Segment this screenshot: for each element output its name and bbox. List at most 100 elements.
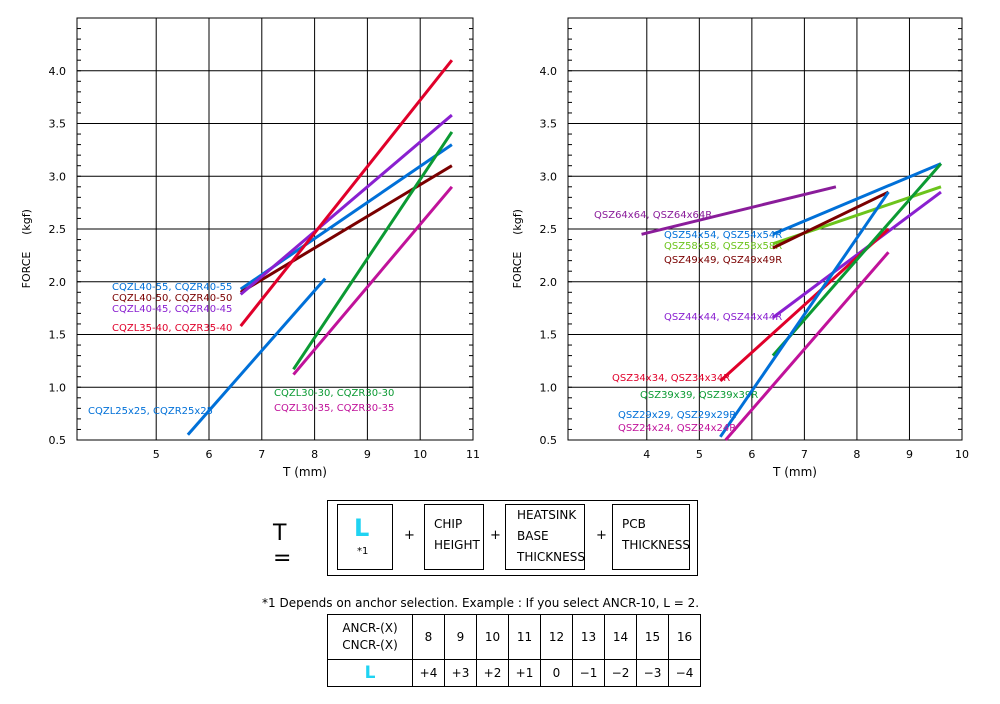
heatsink-line-3: THICKNESS [517, 550, 585, 564]
anchor-l-symbol: L [364, 663, 376, 683]
anchor-l-cell: 0 [540, 659, 573, 687]
chip-height-line-1: CHIP [434, 517, 463, 531]
series-label: QSZ58x58, QSZ58x58R [664, 241, 782, 252]
y-tick-label: 0.5 [540, 434, 558, 447]
pcb-line-2: THICKNESS [622, 538, 690, 552]
heatsink-label: HEATSINK BASE THICKNESS [517, 505, 585, 568]
anchor-x-cell: 8 [412, 614, 445, 660]
anchor-x-cell: 14 [604, 614, 637, 660]
y-axis-unit: (kgf) [20, 209, 33, 235]
anchor-l-cell: +3 [444, 659, 477, 687]
pcb-line-1: PCB [622, 517, 646, 531]
chip-height-label: CHIP HEIGHT [434, 514, 480, 556]
series-label: CQZL40-45, CQZR40-45 [112, 304, 232, 315]
anchor-l-cell: +4 [412, 659, 445, 687]
x-tick-label: 8 [853, 448, 860, 461]
y-axis-unit: (kgf) [511, 209, 524, 235]
ancr-header: ANCR-(X) [342, 621, 398, 635]
plus-2: + [490, 528, 501, 543]
x-tick-label: 7 [801, 448, 808, 461]
formula-lhs: T = [273, 521, 292, 571]
anchor-x-cell: 9 [444, 614, 477, 660]
x-tick-label: 10 [413, 448, 427, 461]
series-label: QSZ54x54, QSZ54x54R [664, 230, 782, 241]
anchor-l-cell: +2 [476, 659, 509, 687]
series-line [239, 59, 454, 327]
series-label: CQZL30-30, CQZR30-30 [274, 388, 394, 399]
y-tick-label: 1.5 [540, 329, 558, 342]
x-tick-label: 10 [955, 448, 969, 461]
l-footnote-marker: *1 [357, 546, 369, 557]
anchor-footnote: *1 Depends on anchor selection. Example … [262, 596, 700, 610]
y-tick-label: 2.5 [540, 223, 558, 236]
y-axis-label: FORCE [20, 252, 33, 289]
anchor-l-cell: +1 [508, 659, 541, 687]
series-label: QSZ39x39, QSZ39x39R [640, 390, 758, 401]
charts-area: 5 6 7 8 9 10 11 0.5 1.0 1.5 2.0 2.5 3.0 3.5 4.0 T (mm) F… [20, 17, 969, 479]
heatsink-line-1: HEATSINK [517, 508, 577, 522]
series-line [641, 185, 837, 236]
plus-3: + [596, 528, 607, 543]
x-tick-label: 7 [258, 448, 265, 461]
anchor-x-cell: 11 [508, 614, 541, 660]
anchor-l-cell: −3 [636, 659, 669, 687]
y-tick-label: 4.0 [540, 65, 558, 78]
series-line [772, 162, 942, 236]
series-line [771, 190, 942, 319]
series-line [186, 277, 327, 436]
y-axis-label: FORCE [511, 252, 524, 289]
series-line [292, 185, 454, 376]
series-line [292, 131, 454, 371]
x-tick-label: 9 [364, 448, 371, 461]
x-axis-label: T (mm) [772, 465, 817, 479]
y-tick-label: 1.0 [540, 381, 558, 394]
x-tick-label: 11 [466, 448, 480, 461]
series-line [724, 251, 890, 441]
series-line [772, 190, 890, 250]
chip-height-box [424, 504, 484, 570]
cncr-header: CNCR-(X) [342, 638, 398, 652]
anchor-l-cell: −2 [604, 659, 637, 687]
anchor-table-row-x: ANCR-(X) CNCR-(X) 8 9 10 11 12 13 14 15 … [327, 614, 701, 660]
x-tick-label: 9 [906, 448, 913, 461]
anchor-l-cell: −4 [668, 659, 701, 687]
x-tick-label: 8 [311, 448, 318, 461]
anchor-table-header: ANCR-(X) CNCR-(X) [327, 614, 413, 660]
series-label: CQZL40-55, CQZR40-55 [112, 282, 232, 293]
series-label: QSZ49x49, QSZ49x49R [664, 255, 782, 266]
series-label: QSZ64x64, QSZ64x64R [594, 210, 712, 221]
series-line [719, 191, 890, 438]
anchor-x-cell: 13 [572, 614, 605, 660]
series-label: QSZ44x44, QSZ44x44R [664, 312, 782, 323]
plus-1: + [404, 528, 415, 543]
anchor-x-cell: 10 [476, 614, 509, 660]
heatsink-line-2: BASE [517, 529, 549, 543]
y-tick-label: 3.0 [540, 170, 558, 183]
series-label: CQZL35-40, CQZR35-40 [112, 323, 232, 334]
l-symbol: L [354, 514, 370, 542]
anchor-l-cell: −1 [572, 659, 605, 687]
series-label: CQZL40-50, CQZR40-50 [112, 293, 232, 304]
anchor-l-label: L [327, 659, 413, 687]
heatsink-box [505, 504, 585, 570]
y-tick-label: 1.0 [49, 381, 67, 394]
series-label: QSZ24x24, QSZ24x24R [618, 423, 736, 434]
series-label: CQZL30-35, CQZR30-35 [274, 403, 394, 414]
chip-height-line-2: HEIGHT [434, 538, 480, 552]
series-line [771, 162, 943, 357]
x-tick-label: 5 [696, 448, 703, 461]
y-tick-label: 2.0 [49, 276, 67, 289]
anchor-table: ANCR-(X) CNCR-(X) 8 9 10 11 12 13 14 15 … [327, 614, 701, 687]
y-tick-label: 3.0 [49, 170, 67, 183]
anchor-table-row-l: L +4 +3 +2 +1 0 −1 −2 −3 −4 [327, 659, 701, 687]
x-tick-label: 4 [643, 448, 650, 461]
chart-right-qsz-force: 4 5 6 7 8 9 10 0.5 1.0 1.5 2.0 2.5 3.0 3.5 4.0 T (mm) FO… [511, 17, 969, 479]
y-tick-label: 0.5 [49, 434, 67, 447]
x-axis-label: T (mm) [282, 465, 327, 479]
x-tick-label: 6 [206, 448, 213, 461]
anchor-x-cell: 16 [668, 614, 701, 660]
anchor-x-cell: 15 [636, 614, 669, 660]
x-tick-label: 5 [153, 448, 160, 461]
l-box [337, 504, 393, 570]
series-label: QSZ29x29, QSZ29x29R [618, 410, 736, 421]
